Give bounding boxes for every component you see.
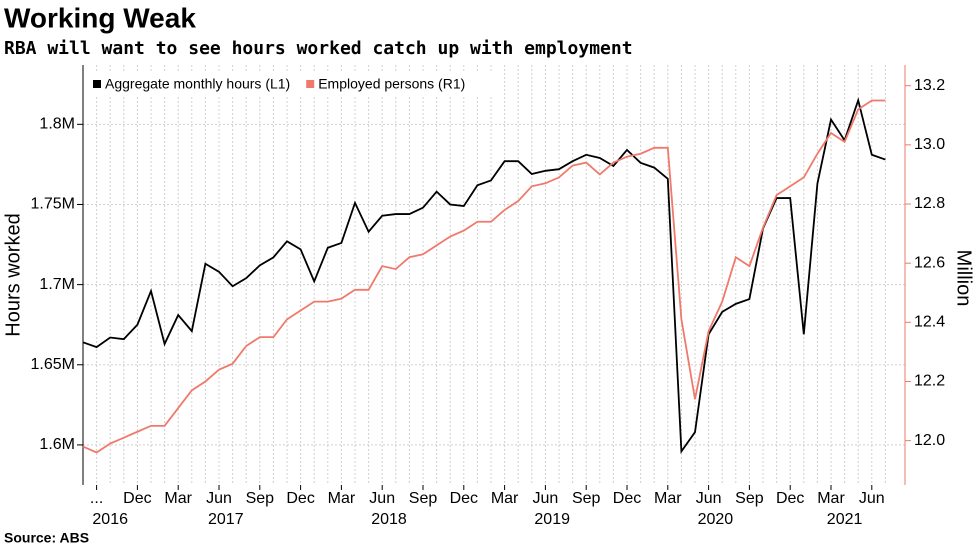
chart-title: Working Weak — [4, 2, 196, 33]
x-tick-label: ... — [90, 490, 103, 507]
y-tick-label: 1.6M — [39, 436, 75, 453]
x-tick-label: Sep — [572, 490, 601, 507]
x-tick-label: Sep — [409, 490, 438, 507]
line — [82, 97, 886, 454]
y-tick-label: 1.8M — [39, 116, 75, 133]
x-year-label: 2021 — [827, 511, 863, 528]
y2-tick-label: 12.4 — [914, 314, 945, 331]
x-tick-label: Dec — [450, 490, 478, 507]
legend: Aggregate monthly hours (L1) Employed per… — [87, 72, 501, 96]
chart-subtitle: RBA will want to see hours worked catch … — [4, 38, 633, 59]
x-year-label: 2018 — [371, 511, 407, 528]
x-tick-label: Mar — [491, 490, 519, 507]
y2-axis-title: Million — [953, 250, 975, 307]
y2-tick-label: 12.0 — [914, 432, 945, 449]
x-tick-label: Dec — [613, 490, 641, 507]
x-tick-label: Dec — [286, 490, 314, 507]
legend-swatch — [306, 80, 315, 88]
legend-label: Aggregate monthly hours (L1) — [105, 76, 290, 92]
x-year-label: 2017 — [208, 511, 244, 528]
x-tick-label: Dec — [123, 490, 151, 507]
x-tick-label: Dec — [776, 490, 804, 507]
y2-tick-label: 12.8 — [914, 195, 945, 212]
x-year-label: 2016 — [92, 511, 128, 528]
y2-tick-label: 13.0 — [914, 136, 945, 153]
x-tick-label: Jun — [696, 490, 722, 507]
x-tick-label: Mar — [164, 490, 192, 507]
x-tick-label: Mar — [328, 490, 356, 507]
x-tick-label: Mar — [654, 490, 682, 507]
y2-tick-label: 12.2 — [914, 373, 945, 390]
y-tick-label: 1.75M — [31, 196, 75, 213]
x-year-label: 2019 — [534, 511, 570, 528]
x-tick-label: Sep — [735, 490, 764, 507]
source: Source: ABS — [4, 530, 89, 546]
x-year-label: 2020 — [698, 511, 734, 528]
x-tick-label: Jun — [206, 490, 232, 507]
y2-tick-label: 13.2 — [914, 77, 945, 94]
legend-box — [87, 72, 501, 96]
legend-swatch — [93, 80, 101, 88]
x-tick-label: Jun — [859, 490, 885, 507]
y-tick-label: 1.7M — [39, 276, 75, 293]
x-tick-label: Sep — [246, 490, 275, 507]
line — [82, 99, 886, 454]
x-tick-label: Jun — [369, 490, 395, 507]
x-tick-label: Jun — [533, 490, 559, 507]
x-tick-label: Mar — [817, 490, 845, 507]
y-axis-title: Hours worked — [2, 213, 24, 336]
y-tick-label: 1.65M — [31, 356, 75, 373]
legend-label: Employed persons (R1) — [318, 76, 465, 92]
y2-tick-label: 12.6 — [914, 254, 945, 271]
